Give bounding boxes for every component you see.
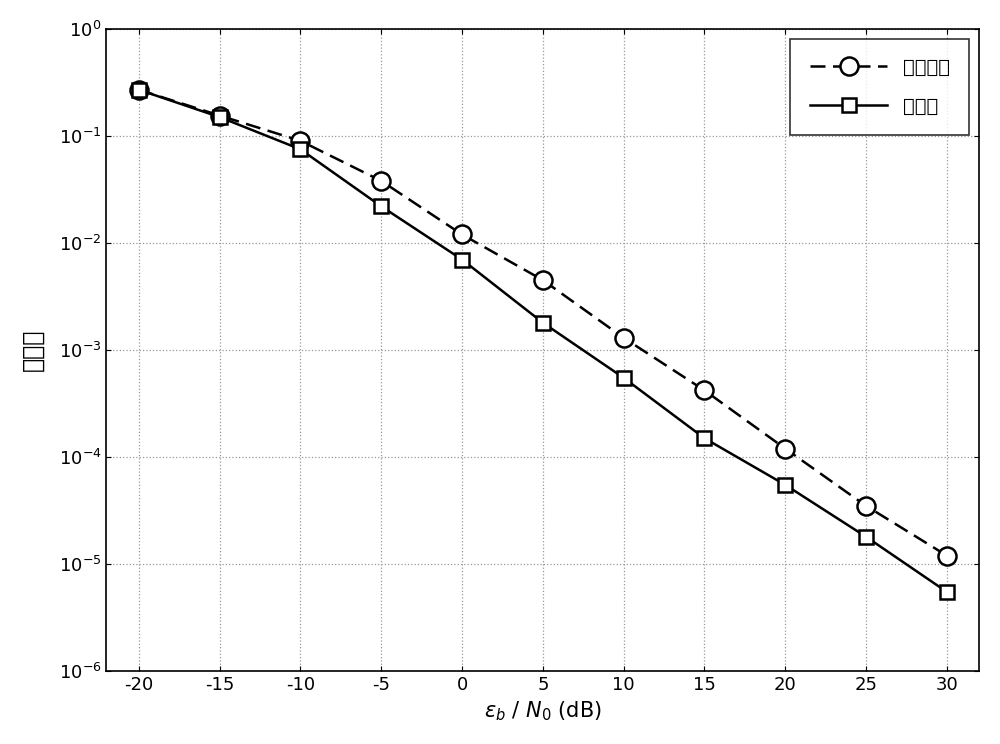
本发明 (860, 532, 872, 541)
背景技术 (214, 111, 226, 120)
背景技术 (618, 333, 630, 342)
本发明 (698, 434, 710, 443)
本发明 (133, 86, 145, 94)
本发明 (214, 112, 226, 121)
背景技术 (537, 275, 549, 284)
本发明 (779, 481, 791, 490)
X-axis label: $\varepsilon_b$ / $N_0$ (dB): $\varepsilon_b$ / $N_0$ (dB) (484, 699, 602, 723)
Y-axis label: 误码率: 误码率 (21, 329, 45, 371)
背景技术 (941, 551, 953, 560)
背景技术 (375, 176, 387, 185)
Legend: 背景技术, 本发明: 背景技术, 本发明 (790, 39, 969, 135)
背景技术 (456, 230, 468, 239)
Line: 本发明: 本发明 (132, 83, 954, 599)
本发明 (537, 318, 549, 327)
本发明 (618, 373, 630, 382)
本发明 (375, 202, 387, 211)
背景技术 (133, 86, 145, 94)
本发明 (941, 588, 953, 597)
背景技术 (698, 386, 710, 395)
Line: 背景技术: 背景技术 (130, 81, 956, 565)
本发明 (456, 255, 468, 264)
背景技术 (860, 501, 872, 510)
背景技术 (294, 136, 306, 145)
本发明 (294, 145, 306, 154)
背景技术 (779, 444, 791, 453)
